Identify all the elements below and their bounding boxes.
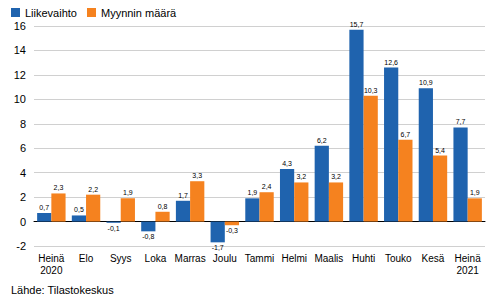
svg-text:Marras: Marras [175,253,206,264]
svg-text:Heinä: Heinä [455,253,482,264]
svg-text:6,2: 6,2 [317,137,327,144]
svg-text:3,2: 3,2 [331,173,341,180]
svg-text:Joulu: Joulu [213,253,237,264]
svg-text:14: 14 [14,44,26,56]
svg-text:-0,3: -0,3 [226,227,238,234]
svg-text:1,9: 1,9 [248,189,258,196]
svg-text:2021: 2021 [457,265,480,276]
svg-text:2: 2 [20,191,26,203]
svg-text:0,5: 0,5 [74,206,84,213]
svg-text:-2: -2 [16,240,26,252]
svg-text:Liikevaihto: Liikevaihto [25,7,77,19]
svg-text:6,7: 6,7 [401,131,411,138]
svg-text:Tammi: Tammi [245,253,274,264]
svg-text:Elo: Elo [79,253,94,264]
svg-text:4: 4 [20,167,26,179]
svg-text:3,3: 3,3 [192,172,202,179]
svg-text:10,3: 10,3 [364,87,378,94]
svg-text:6: 6 [20,142,26,154]
svg-text:1,9: 1,9 [470,189,480,196]
svg-text:-1,7: -1,7 [212,244,224,251]
svg-text:8: 8 [20,118,26,130]
svg-text:12,6: 12,6 [384,59,398,66]
svg-text:10,9: 10,9 [419,79,433,86]
svg-text:16: 16 [14,20,26,32]
svg-text:1,9: 1,9 [123,189,133,196]
svg-text:Huhti: Huhti [352,253,375,264]
svg-text:Lähde: Tilastokeskus: Lähde: Tilastokeskus [11,284,114,296]
svg-text:Kesä: Kesä [422,253,445,264]
svg-text:Syys: Syys [110,253,132,264]
svg-text:2,4: 2,4 [262,183,272,190]
svg-text:5,4: 5,4 [435,147,445,154]
svg-text:7,7: 7,7 [456,118,466,125]
svg-text:15,7: 15,7 [350,21,364,28]
svg-text:1,7: 1,7 [178,192,188,199]
svg-text:Myynnin määrä: Myynnin määrä [101,7,177,19]
svg-text:Helmi: Helmi [281,253,307,264]
svg-text:0,8: 0,8 [158,203,168,210]
svg-text:2,3: 2,3 [54,184,64,191]
svg-text:12: 12 [14,69,26,81]
svg-text:10: 10 [14,93,26,105]
svg-text:Loka: Loka [145,253,167,264]
svg-text:0,7: 0,7 [39,204,49,211]
svg-text:-0,8: -0,8 [142,233,154,240]
svg-text:0: 0 [20,216,26,228]
svg-text:Heinä: Heinä [38,253,65,264]
svg-text:Maalis: Maalis [314,253,343,264]
svg-text:2020: 2020 [40,265,63,276]
svg-text:Touko: Touko [385,253,412,264]
svg-text:2,2: 2,2 [88,186,98,193]
svg-text:3,2: 3,2 [296,173,306,180]
svg-text:-0,1: -0,1 [108,225,120,232]
svg-text:4,3: 4,3 [282,160,292,167]
